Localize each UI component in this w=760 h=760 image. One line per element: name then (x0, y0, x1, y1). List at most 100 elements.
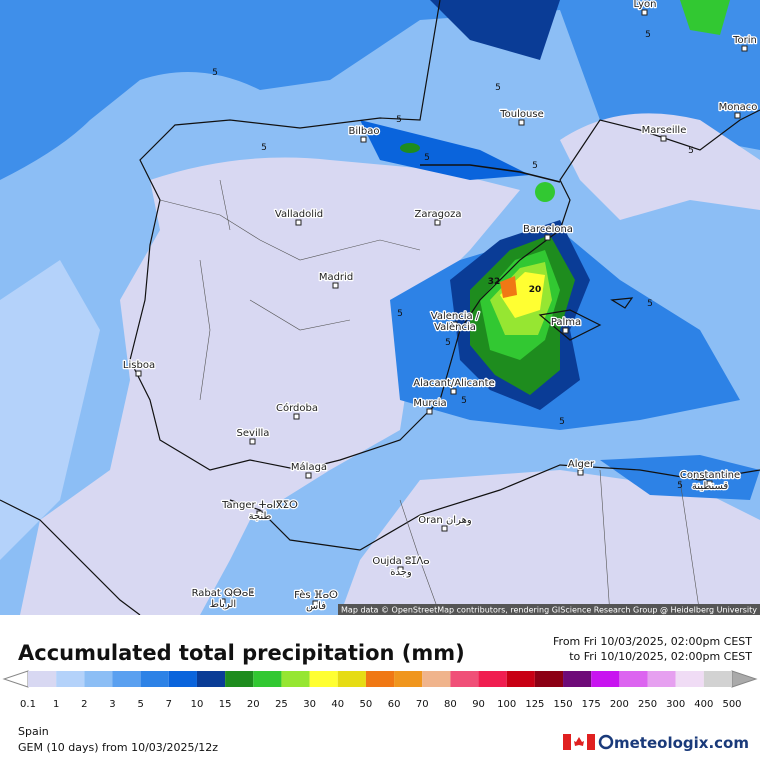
city-label: Tanger ⵜⴰⵏⴳⵉⵔ (221, 500, 298, 511)
city-marker (256, 510, 263, 517)
scale-color (56, 671, 85, 687)
scale-color (647, 671, 676, 687)
scale-label: 0.1 (20, 699, 36, 710)
city-label: Constantine (680, 470, 740, 481)
city-label: València (434, 321, 476, 333)
city-marker (135, 370, 142, 377)
city-label: Oran وهران (418, 515, 472, 526)
city-marker (312, 600, 319, 607)
scale-label: 3 (109, 699, 115, 710)
scale-label: 40 (331, 699, 344, 710)
contour-label: 5 (688, 146, 694, 156)
scale-label: 175 (582, 699, 601, 710)
scale-color (703, 671, 732, 687)
city-label: Zaragoza (414, 209, 461, 220)
contour-label: 5 (559, 417, 565, 427)
scale-color (591, 671, 620, 687)
city-marker (397, 566, 404, 573)
borders (159, 179, 701, 615)
city-marker (249, 438, 256, 445)
scale-label: 50 (360, 699, 373, 710)
model: GEM (10 days) from 10/03/2025/12z (18, 741, 218, 754)
scale-color (253, 671, 282, 687)
city-marker (706, 480, 713, 487)
scale-label: 15 (219, 699, 232, 710)
contour-label: 5 (532, 161, 538, 171)
scale-label: 250 (638, 699, 657, 710)
city-labels: Lyon Torin Monaco Toulouse Marseille Bilbao Va… (122, 0, 759, 613)
scale-color (337, 671, 366, 687)
city-marker (518, 119, 525, 126)
color-scale: 0.1 1 2 3 5 7 10 15 20 25 30 40 50 60 70 80 90 100 125 150 1… (2, 670, 758, 710)
scale-color (478, 671, 507, 687)
scale-color (563, 671, 592, 687)
scale-color (365, 671, 395, 687)
scale-label: 80 (444, 699, 457, 710)
scale-label: 30 (303, 699, 316, 710)
city-label: Alger (568, 459, 595, 470)
city-marker (360, 136, 367, 143)
scale-label: 25 (275, 699, 288, 710)
scale-color (422, 671, 451, 687)
contour-label: 5 (261, 143, 267, 153)
scale-label: 400 (694, 699, 713, 710)
contour-label: 20 (529, 285, 542, 295)
contour-label: 5 (495, 83, 501, 93)
scale-label: 100 (497, 699, 516, 710)
city-marker (641, 9, 648, 16)
scale-label: 125 (525, 699, 544, 710)
scale-color (168, 671, 197, 687)
contour-label: 5 (396, 115, 402, 125)
city-marker (450, 388, 457, 395)
city-marker (293, 413, 300, 420)
scale-color (140, 671, 169, 687)
scale-arrow-low (2, 670, 29, 688)
region: Spain (18, 725, 49, 738)
city-label: Rabat ⵕⴱⴰⵟ (192, 588, 255, 599)
scale-label: 20 (247, 699, 260, 710)
from-date: From Fri 10/03/2025, 02:00pm CEST (553, 635, 752, 648)
scale-color (394, 671, 423, 687)
scale-label: 70 (416, 699, 429, 710)
scale-label: 7 (166, 699, 172, 710)
contour-label: 5 (677, 481, 683, 491)
contour-labels: 5 5 5 5 5 5 5 5 5 5 5 5 5 5 20 32 (212, 30, 694, 491)
scale-label: 200 (610, 699, 629, 710)
contour-label: 5 (647, 299, 653, 309)
scale-color (619, 671, 648, 687)
city-marker (219, 598, 226, 605)
city-marker (544, 234, 551, 241)
contour-label: 5 (445, 338, 451, 348)
scale-color (196, 671, 226, 687)
city-label: Barcelona (523, 224, 573, 235)
city-label: Sevilla (237, 428, 270, 439)
brand-logo (598, 734, 614, 750)
city-marker (734, 112, 741, 119)
scale-arrow-high (731, 670, 758, 688)
city-label: Monaco (719, 102, 758, 113)
city-marker (451, 321, 458, 328)
city-marker (577, 469, 584, 476)
city-label: فاس (306, 601, 326, 612)
scale-label: 500 (722, 699, 741, 710)
title: Accumulated total precipitation (mm) (18, 641, 465, 665)
scale-label: 90 (472, 699, 485, 710)
scale-color (281, 671, 310, 687)
city-marker (660, 135, 667, 142)
scale-label: 150 (553, 699, 572, 710)
city-label: Valladolid (275, 209, 323, 220)
city-marker (562, 327, 569, 334)
contour-label: 5 (212, 68, 218, 78)
scale-color (28, 671, 57, 687)
city-label: Lyon (633, 0, 656, 10)
city-label: Marseille (642, 125, 687, 136)
city-label: Alacant/Alicante (413, 378, 494, 389)
contour-label: 5 (424, 153, 430, 163)
city-label: Córdoba (276, 402, 318, 414)
scale-color (225, 671, 254, 687)
city-marker (741, 45, 748, 52)
attribution-bar (338, 604, 760, 615)
city-label: Málaga (291, 461, 327, 473)
city-label: Palma (551, 317, 581, 328)
scale-label: 10 (191, 699, 204, 710)
